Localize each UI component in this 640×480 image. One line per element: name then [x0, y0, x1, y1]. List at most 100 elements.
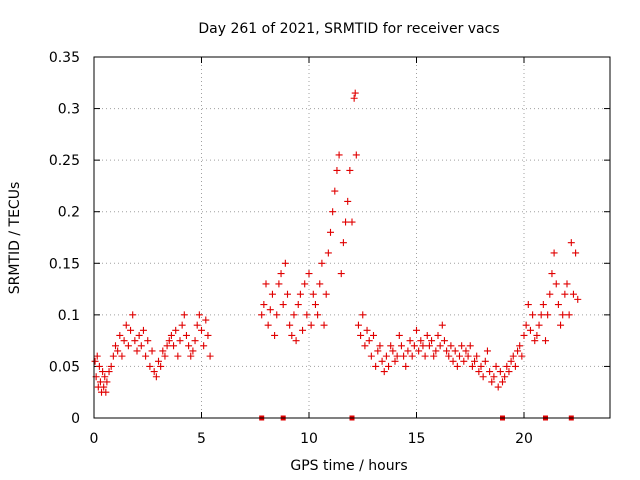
data-point	[544, 311, 552, 319]
data-point	[389, 347, 397, 355]
data-point	[518, 352, 526, 360]
data-point	[99, 368, 107, 376]
data-point	[432, 347, 440, 355]
data-point	[370, 331, 377, 339]
data-point	[152, 373, 160, 381]
data-point	[103, 378, 111, 386]
data-point	[264, 321, 272, 329]
data-point	[262, 280, 270, 288]
data-point	[413, 326, 420, 334]
data-point	[447, 342, 455, 350]
data-point	[505, 368, 513, 376]
data-point	[299, 326, 307, 334]
data-point	[509, 352, 517, 360]
data-point	[346, 166, 354, 174]
data-point	[473, 352, 481, 360]
data-point	[385, 362, 393, 370]
data-point	[281, 259, 289, 267]
data-point	[159, 347, 167, 355]
y-tick-label: 0.3	[58, 102, 80, 118]
data-point	[406, 337, 414, 345]
data-point	[423, 331, 431, 339]
data-point	[501, 373, 509, 381]
data-point	[524, 301, 532, 309]
data-point	[204, 331, 212, 339]
data-point	[408, 352, 416, 360]
y-tick-label: 0	[71, 411, 80, 427]
data-point	[309, 290, 317, 298]
x-tick-label: 15	[408, 431, 426, 447]
y-tick-label: 0.25	[49, 153, 80, 169]
data-point	[382, 352, 390, 360]
x-tick-label: 0	[90, 431, 99, 447]
data-point	[114, 347, 122, 355]
data-point	[150, 368, 158, 376]
data-point	[440, 337, 448, 345]
data-point	[116, 331, 124, 339]
data-point	[322, 290, 330, 298]
data-point	[380, 368, 388, 376]
data-point	[266, 306, 274, 314]
data-point	[182, 331, 190, 339]
data-point	[359, 311, 367, 319]
data-point	[557, 321, 565, 329]
data-point	[391, 357, 399, 365]
data-point	[404, 347, 412, 355]
data-point	[445, 352, 453, 360]
chart-title: Day 261 of 2021, SRMTID for receiver vac…	[198, 21, 499, 37]
data-point	[400, 352, 408, 360]
data-point	[417, 337, 425, 345]
data-point	[537, 311, 545, 319]
data-point	[112, 342, 119, 350]
data-point	[275, 280, 283, 288]
data-point	[374, 347, 382, 355]
data-point	[554, 301, 562, 309]
data-point	[105, 368, 113, 376]
data-point	[122, 321, 130, 329]
data-point	[531, 337, 539, 345]
data-point	[95, 362, 103, 370]
x-tick-label: 10	[300, 431, 318, 447]
data-point	[348, 218, 356, 226]
data-point	[550, 249, 558, 257]
data-point	[258, 311, 266, 319]
data-point	[376, 342, 384, 350]
data-point	[329, 208, 337, 216]
data-point	[163, 342, 171, 350]
data-point	[277, 270, 285, 278]
data-point	[129, 311, 137, 319]
data-point	[189, 347, 197, 355]
data-point	[464, 352, 472, 360]
data-point	[563, 280, 571, 288]
data-point	[292, 337, 300, 345]
data-point	[496, 368, 504, 376]
data-point	[148, 347, 156, 355]
data-point	[342, 218, 350, 226]
data-point	[174, 352, 182, 360]
data-point	[372, 362, 380, 370]
data-point	[434, 331, 442, 339]
data-point	[327, 228, 334, 236]
data-point	[191, 337, 199, 345]
data-point	[185, 342, 193, 350]
data-point	[279, 301, 287, 309]
data-point	[522, 321, 530, 329]
data-point	[514, 347, 522, 355]
data-point	[120, 337, 128, 345]
data-point	[303, 311, 311, 319]
y-tick-label: 0.1	[58, 308, 80, 324]
data-point	[462, 347, 470, 355]
data-point	[96, 378, 104, 386]
data-point	[324, 249, 332, 257]
data-point	[127, 326, 135, 334]
data-point	[533, 331, 541, 339]
data-point	[316, 280, 324, 288]
data-point	[438, 321, 446, 329]
data-point	[135, 331, 143, 339]
data-point	[402, 362, 410, 370]
data-point	[535, 321, 543, 329]
data-point	[410, 342, 418, 350]
data-point	[361, 342, 369, 350]
data-point	[296, 290, 304, 298]
